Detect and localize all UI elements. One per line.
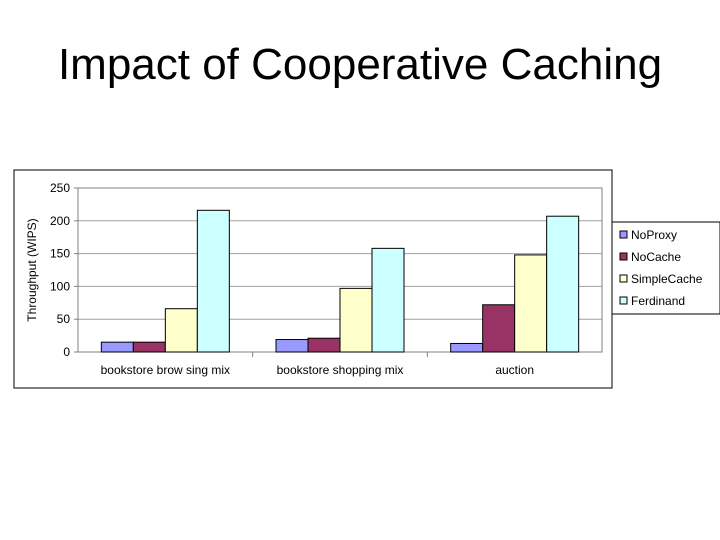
y-tick-label: 150 [50, 247, 70, 261]
x-tick-label: auction [495, 363, 534, 377]
bar-ferdinand-1 [371, 247, 405, 353]
legend-label-ferdinand: Ferdinand [631, 294, 685, 308]
legend-frame [611, 221, 720, 315]
bar-nocache-2 [482, 304, 516, 353]
x-axis-ticks: bookstore brow sing mix bookstore shoppin… [101, 352, 534, 377]
bar-ferdinand-0 [196, 209, 230, 353]
slide-title: Impact of Cooperative Caching [57, 40, 663, 89]
bar-simplecache-1 [339, 287, 373, 353]
legend-swatch-simplecache [619, 274, 628, 283]
y-axis-ticks: 0 50 100 150 200 250 [50, 181, 78, 359]
legend-swatch-noproxy [619, 230, 628, 239]
legend-swatch-nocache [619, 252, 628, 261]
x-tick-label: bookstore shopping mix [277, 363, 404, 377]
legend-label-simplecache: SimpleCache [631, 272, 703, 286]
bar-ferdinand-2 [546, 215, 580, 353]
legend-swatch-ferdinand [619, 296, 628, 305]
x-tick-label: bookstore brow sing mix [101, 363, 230, 377]
bar-noproxy-2 [450, 342, 484, 353]
bar-simplecache-0 [164, 308, 198, 353]
legend-label-nocache: NoCache [631, 250, 681, 264]
bar-simplecache-2 [514, 254, 548, 353]
y-axis-label: Throughput (WIPS) [25, 218, 39, 321]
bar-noproxy-1 [275, 339, 309, 353]
legend-label-noproxy: NoProxy [631, 228, 677, 242]
y-tick-label: 200 [50, 214, 70, 228]
y-tick-label: 250 [50, 181, 70, 195]
y-tick-label: 100 [50, 279, 70, 293]
bar-nocache-0 [132, 341, 166, 353]
y-tick-label: 50 [57, 312, 71, 326]
bar-noproxy-0 [100, 341, 134, 353]
bars [100, 209, 580, 353]
bar-nocache-1 [307, 337, 341, 353]
legend: NoProxy NoCache SimpleCache Ferdinand [611, 221, 720, 315]
y-tick-label: 0 [63, 345, 70, 359]
